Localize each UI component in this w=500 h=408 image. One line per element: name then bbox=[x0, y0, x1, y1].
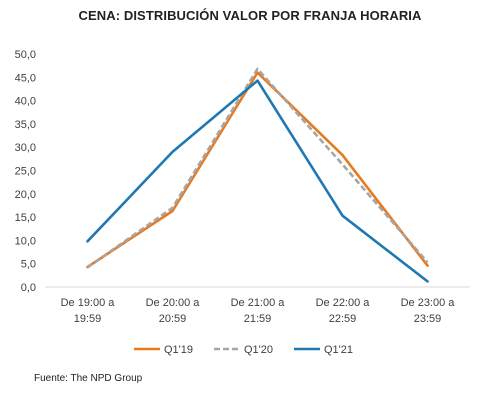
y-tick-label: 30,0 bbox=[15, 142, 36, 154]
x-tick-label: 22:59 bbox=[329, 313, 357, 325]
y-tick-label: 50,0 bbox=[15, 49, 36, 61]
source-note: Fuente: The NPD Group bbox=[34, 373, 143, 384]
x-tick-label: De 22:00 a bbox=[316, 297, 371, 309]
y-tick-label: 15,0 bbox=[15, 212, 36, 224]
y-tick-label: 20,0 bbox=[15, 189, 36, 201]
legend-label: Q1'21 bbox=[324, 344, 353, 356]
series-line-2 bbox=[86, 79, 429, 283]
x-tick-label: 19:59 bbox=[74, 313, 102, 325]
y-axis: 0,0 5,0 10,0 15,0 20,0 25,0 30,0 35,0 40,0 45,0 50… bbox=[15, 49, 36, 294]
series-line-1 bbox=[86, 67, 429, 269]
legend: Q1'19 Q1'20 Q1'21 bbox=[134, 344, 353, 356]
y-tick-label: 45,0 bbox=[15, 72, 36, 84]
x-tick-label: 20:59 bbox=[159, 313, 187, 325]
series-line-0 bbox=[86, 71, 429, 269]
legend-label: Q1'20 bbox=[244, 344, 273, 356]
x-axis: De 19:00 a 19:59 De 20:00 a 20:59 De 21:00 a… bbox=[45, 286, 470, 325]
y-tick-label: 5,0 bbox=[21, 259, 36, 271]
y-tick-label: 35,0 bbox=[15, 119, 36, 131]
x-tick-label: 21:59 bbox=[244, 313, 272, 325]
y-tick-label: 0,0 bbox=[21, 282, 36, 294]
x-tick-label: De 19:00 a bbox=[61, 297, 116, 309]
x-tick-label: De 23:00 a bbox=[401, 297, 456, 309]
x-tick-label: De 21:00 a bbox=[231, 297, 286, 309]
y-tick-label: 40,0 bbox=[15, 96, 36, 108]
chart-title: CENA: DISTRIBUCIÓN VALOR POR FRANJA HORA… bbox=[78, 8, 422, 23]
x-tick-label: De 20:00 a bbox=[146, 297, 201, 309]
y-tick-label: 25,0 bbox=[15, 166, 36, 178]
y-tick-label: 10,0 bbox=[15, 235, 36, 247]
series-layer bbox=[86, 67, 429, 283]
legend-label: Q1'19 bbox=[164, 344, 193, 356]
x-tick-label: 23:59 bbox=[414, 313, 442, 325]
